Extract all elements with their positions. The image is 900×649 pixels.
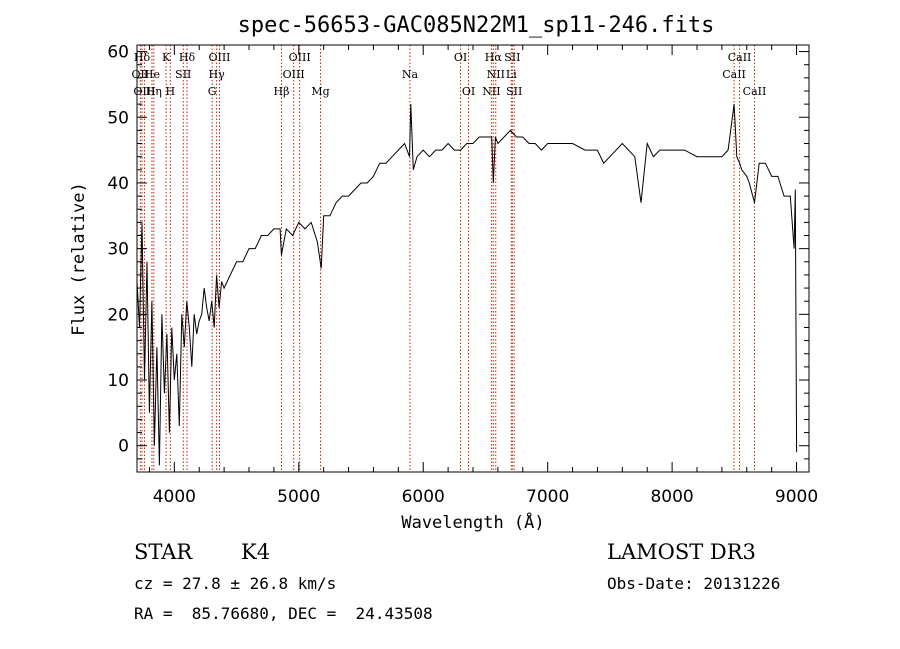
spectral-line-label: CaII <box>743 85 767 98</box>
spectral-line-label: Hδ <box>134 51 151 64</box>
spectral-line-label: Hβ <box>274 85 290 98</box>
spectral-line-label: K <box>162 51 171 64</box>
spectral-line-label: G <box>208 85 217 98</box>
spectral-line-label: SII <box>506 85 522 98</box>
y-tick-label: 30 <box>107 240 129 260</box>
x-tick-label: 8000 <box>650 487 693 507</box>
spectral-line-label: Hα <box>485 51 503 64</box>
spectral-line-label: Hδ <box>179 51 196 64</box>
spectral-line-label: H <box>166 85 176 98</box>
chart-title: spec-56653-GAC085N22M1_sp11-246.fits <box>238 13 715 38</box>
x-axis-label: Wavelength (Å) <box>401 511 544 533</box>
spectral-line-label: SII <box>175 68 191 81</box>
spectral-line-label: OIII <box>208 51 230 64</box>
x-tick-label: 7000 <box>526 487 569 507</box>
spectral-line-markers <box>139 45 755 472</box>
spectral-line-label: Hη <box>146 85 162 98</box>
spectral-line-label: He <box>144 68 160 81</box>
spectral-line-label: NII <box>482 85 500 98</box>
x-axis-ticks: 4000 5000 6000 7000 8000 9000 <box>148 45 818 507</box>
observation-date: Obs-Date: 20131226 <box>607 574 781 593</box>
spectral-line-label: NII <box>487 68 505 81</box>
object-class: STAR <box>134 540 193 564</box>
spectral-line-label: Mg <box>311 85 329 98</box>
y-tick-label: 50 <box>107 108 129 128</box>
x-tick-label: 6000 <box>402 487 445 507</box>
spectral-line-label: OI <box>462 85 475 98</box>
x-tick-label: 4000 <box>153 487 196 507</box>
plot-frame <box>136 44 810 473</box>
y-tick-label: 40 <box>107 174 129 194</box>
spectral-line-label: CaII <box>728 51 752 64</box>
spectral-line-label: Hγ <box>209 68 226 81</box>
spectral-line-label: OIII <box>283 68 305 81</box>
spectral-line-label: OI <box>454 51 467 64</box>
redshift-velocity: cz = 27.8 ± 26.8 km/s <box>134 574 337 593</box>
spectral-line-label: SII <box>504 51 520 64</box>
y-tick-label: 20 <box>107 305 129 325</box>
spectral-line-label: OII <box>132 68 150 81</box>
y-tick-label: 60 <box>107 43 129 63</box>
coordinates: RA = 85.76680, DEC = 24.43508 <box>134 604 433 623</box>
spectral-line-label: Na <box>402 68 419 81</box>
y-tick-label: 0 <box>118 437 129 457</box>
survey-name: LAMOST DR3 <box>607 540 756 564</box>
object-subclass: K4 <box>241 540 271 564</box>
x-tick-label: 9000 <box>775 487 818 507</box>
x-tick-label: 5000 <box>277 487 320 507</box>
y-axis-label: Flux (relative) <box>69 182 89 336</box>
spectrum-line <box>136 104 798 466</box>
y-tick-label: 10 <box>107 371 129 391</box>
spectral-line-label: OIII <box>133 85 155 98</box>
spectral-line-label: CaII <box>722 68 746 81</box>
spectral-line-label: Li <box>506 68 517 81</box>
y-axis-ticks: 0 10 20 30 40 50 60 <box>107 43 809 460</box>
spectral-line-label: OIII <box>289 51 311 64</box>
